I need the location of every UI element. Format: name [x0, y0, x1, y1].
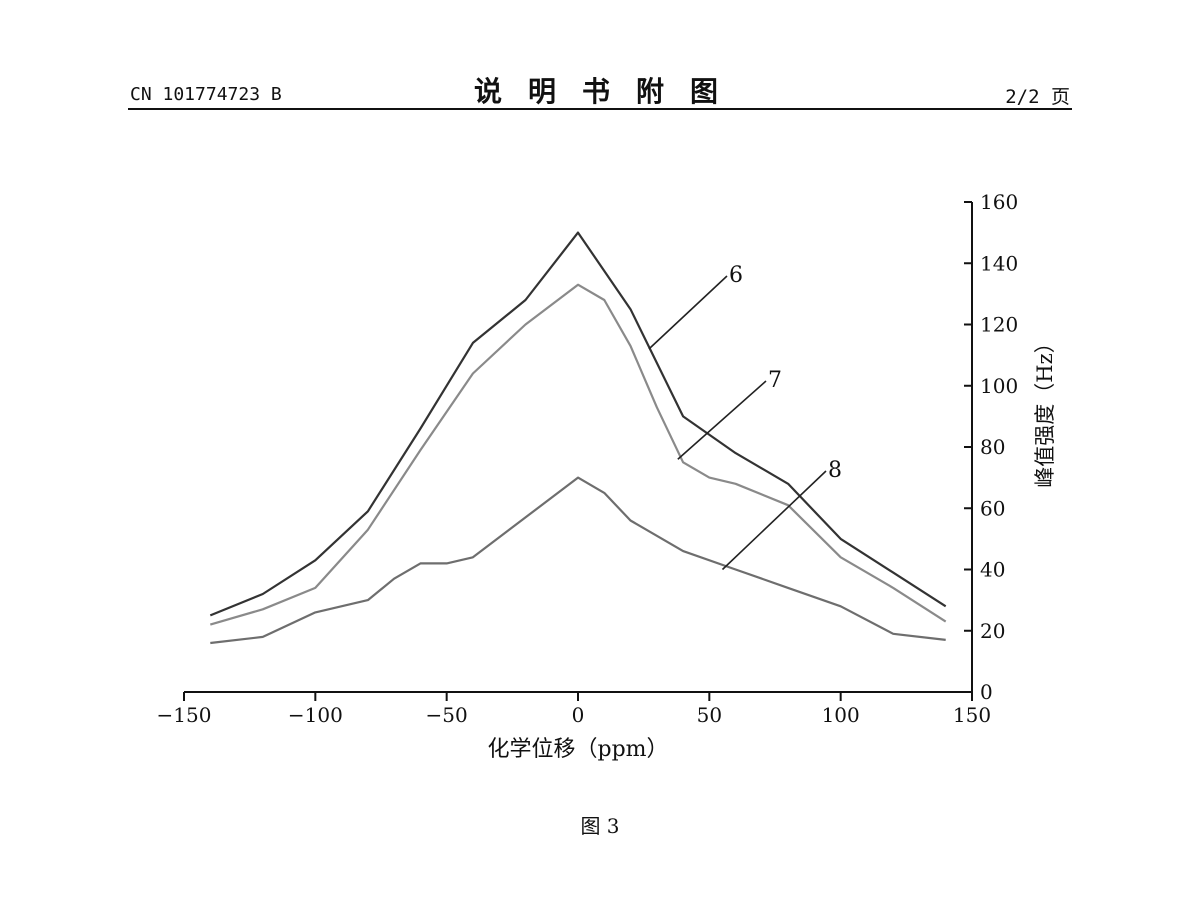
y-tick-label: 140 [980, 251, 1018, 275]
y-tick-label: 80 [980, 435, 1005, 459]
axes: −150 −100 −50 0 50 100 15002040608010012014016… [157, 190, 1019, 727]
series-6-line [209, 231, 947, 617]
patent-number: CN 101774723 B [130, 84, 282, 105]
y-tick-label: 60 [980, 496, 1005, 520]
series-labels: 6 7 8 [648, 263, 842, 571]
series-7-line [209, 283, 947, 626]
page-indicator: 2/2 页 [1005, 86, 1070, 108]
series-8-label: 8 [828, 458, 842, 483]
series-8-leader [721, 470, 827, 571]
y-tick-label: 120 [980, 313, 1018, 337]
y-axis-title: 峰值强度（Hz） [1033, 332, 1057, 487]
y-tick-label: 40 [980, 558, 1005, 582]
header-rule [128, 108, 1072, 110]
series-group [209, 231, 947, 645]
x-tick-label: −150 [157, 703, 212, 727]
series-6-label: 6 [729, 263, 743, 288]
x-tick-label: −50 [426, 703, 468, 727]
x-axis-title: 化学位移（ppm） [487, 737, 668, 762]
y-tick-label: 20 [980, 619, 1005, 643]
x-tick-label: 50 [697, 703, 722, 727]
x-tick-label: 100 [822, 703, 860, 727]
x-tick-label: 0 [572, 703, 585, 727]
series-8-line [210, 476, 946, 645]
y-tick-label: 100 [980, 374, 1018, 398]
series-7-label: 7 [768, 368, 782, 393]
series-7-leader [677, 380, 767, 460]
x-tick-label: 150 [953, 703, 991, 727]
y-tick-label: 160 [980, 190, 1018, 214]
section-title: 说明书附图 [474, 75, 745, 108]
y-tick-label: 0 [980, 680, 993, 704]
series-6-leader [648, 275, 728, 350]
figure-caption: 图 3 [580, 814, 620, 838]
x-tick-label: −100 [288, 703, 343, 727]
